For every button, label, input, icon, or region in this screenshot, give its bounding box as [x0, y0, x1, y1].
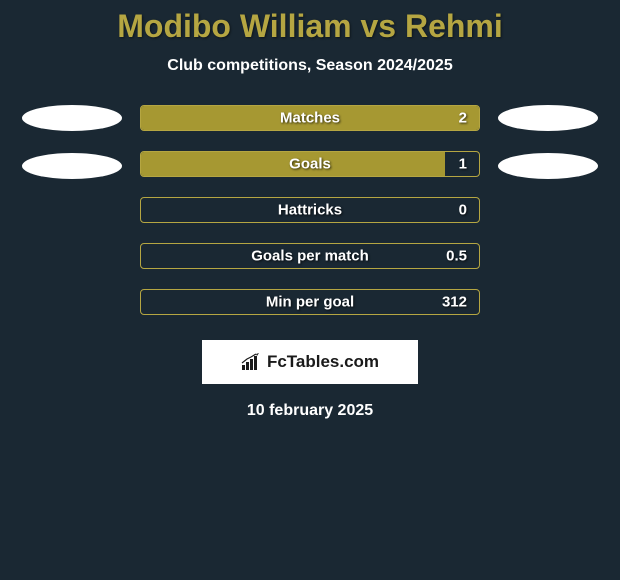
player-ellipse — [22, 105, 122, 131]
stat-label: Hattricks — [278, 202, 342, 219]
stat-bar: Hattricks 0 — [140, 197, 480, 223]
stat-label: Goals — [289, 156, 331, 173]
stat-bar: Goals per match 0.5 — [140, 243, 480, 269]
stat-value: 1 — [459, 156, 467, 173]
date-label: 10 february 2025 — [0, 402, 620, 420]
stat-value: 0 — [459, 202, 467, 219]
chart-icon — [241, 353, 261, 371]
stat-value: 2 — [459, 110, 467, 127]
brand-box[interactable]: FcTables.com — [202, 340, 418, 384]
stat-bar: Min per goal 312 — [140, 289, 480, 315]
stat-bar: Matches 2 — [140, 105, 480, 131]
page-subtitle: Club competitions, Season 2024/2025 — [0, 57, 620, 75]
brand-label: FcTables.com — [267, 352, 379, 372]
stat-value: 312 — [442, 294, 467, 311]
stat-label: Matches — [280, 110, 340, 127]
main-container: Modibo William vs Rehmi Club competition… — [0, 0, 620, 420]
comparison-row: Matches 2 Goals 1 Hattricks 0 Goals per match 0… — [0, 105, 620, 315]
stat-label: Min per goal — [266, 294, 354, 311]
stat-label: Goals per match — [251, 248, 369, 265]
stat-value: 0.5 — [446, 248, 467, 265]
right-player-column — [498, 105, 598, 179]
player-ellipse — [498, 105, 598, 131]
stats-column: Matches 2 Goals 1 Hattricks 0 Goals per match 0… — [140, 105, 480, 315]
player-ellipse — [22, 153, 122, 179]
player-ellipse — [498, 153, 598, 179]
stat-bar: Goals 1 — [140, 151, 480, 177]
page-title: Modibo William vs Rehmi — [0, 8, 620, 45]
left-player-column — [22, 105, 122, 179]
